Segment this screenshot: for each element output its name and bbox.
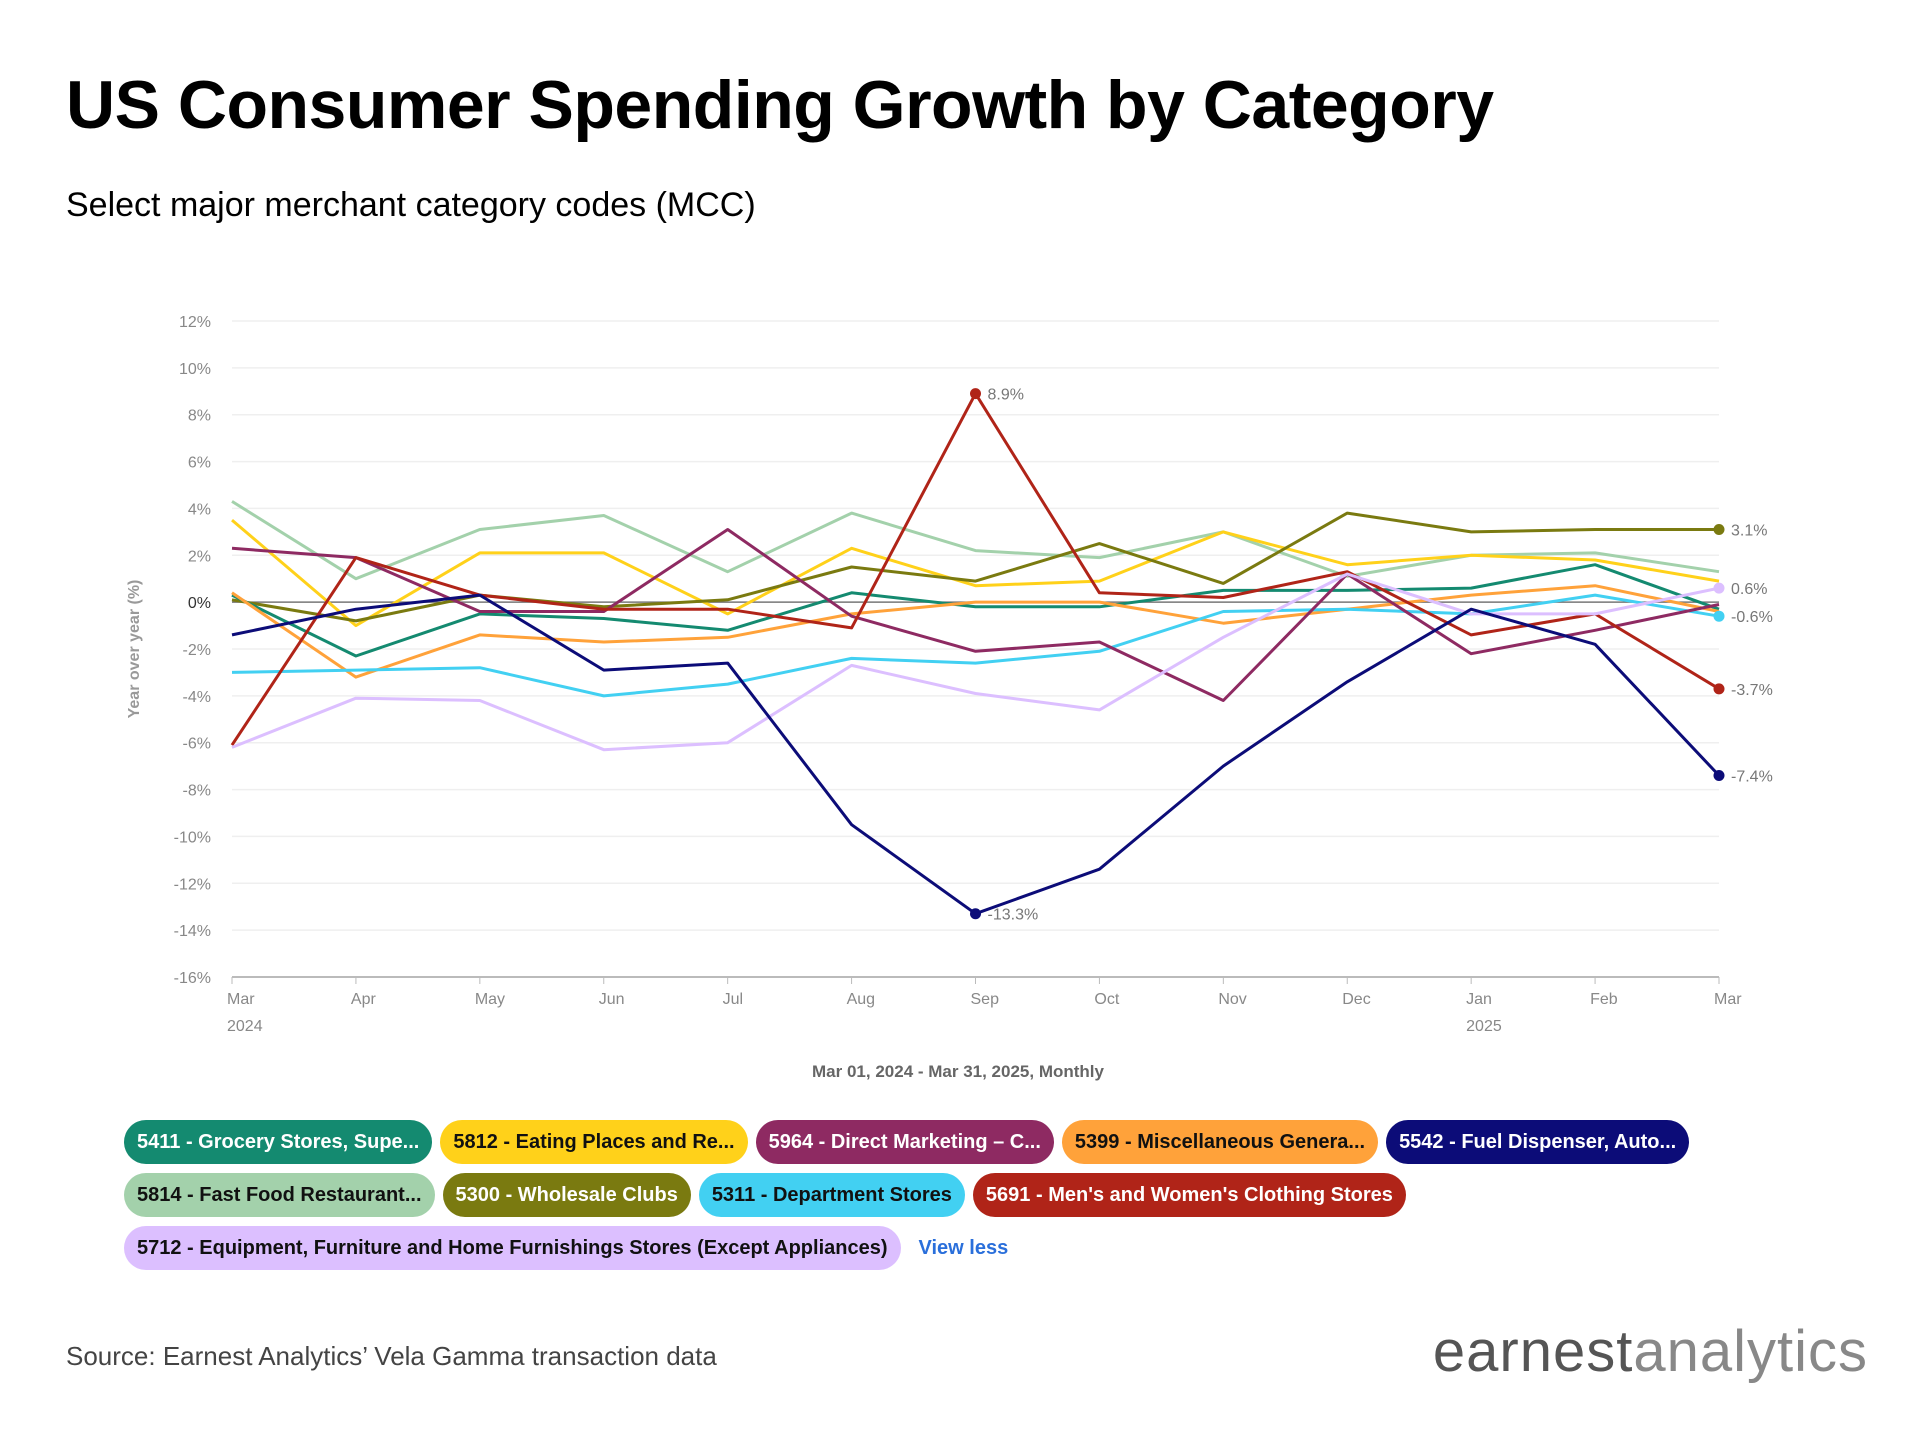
y-tick-label: 6%: [188, 455, 211, 472]
data-point: [970, 908, 981, 920]
data-point: [1713, 524, 1725, 536]
data-point: [1713, 683, 1725, 695]
x-tick-label: May: [475, 991, 505, 1008]
earnest-analytics-logo: earnestanalytics: [1432, 1319, 1868, 1384]
legend-item[interactable]: 5311 - Department Stores: [698, 1173, 965, 1217]
x-year-label: 2024: [227, 1018, 263, 1035]
x-tick-label: Mar: [227, 991, 255, 1008]
series-line: [231, 563, 1720, 658]
x-tick-label: Jun: [599, 991, 625, 1008]
y-tick-label: -16%: [174, 970, 211, 987]
legend-item[interactable]: 5812 - Eating Places and Re...: [440, 1120, 748, 1164]
x-tick-label: Nov: [1218, 991, 1246, 1008]
x-tick-label: Mar: [1714, 991, 1742, 1008]
y-tick-label: -8%: [183, 783, 211, 800]
data-label: 8.9%: [988, 387, 1024, 404]
series-line: [231, 518, 1720, 628]
data-point: [970, 388, 981, 400]
legend: 5411 - Grocery Stores, Supe... 5812 - Eat…: [124, 1120, 1844, 1279]
legend-row: 5411 - Grocery Stores, Supe... 5812 - Eat…: [124, 1120, 1844, 1164]
y-tick-label: 4%: [188, 501, 211, 518]
legend-item[interactable]: 5814 - Fast Food Restaurant...: [124, 1173, 435, 1217]
y-tick-label: 2%: [188, 548, 211, 565]
y-axis-label: Year over year (%): [126, 580, 143, 719]
legend-row: 5814 - Fast Food Restaurant... 5300 - Who…: [124, 1173, 1844, 1217]
series-line: [231, 528, 1720, 702]
data-point: [1713, 770, 1725, 782]
legend-item[interactable]: 5964 - Direct Marketing – C...: [755, 1120, 1054, 1164]
x-tick-label: Jan: [1466, 991, 1492, 1008]
legend-item[interactable]: 5399 - Miscellaneous Genera...: [1061, 1120, 1379, 1164]
y-tick-label: -2%: [183, 642, 211, 659]
x-tick-label: Feb: [1590, 991, 1618, 1008]
x-tick-label: Dec: [1342, 991, 1370, 1008]
data-point: [1713, 582, 1725, 594]
chart-subtitle: Select major merchant category codes (MC…: [66, 186, 756, 224]
y-tick-label: 12%: [179, 314, 211, 331]
legend-item[interactable]: 5542 - Fuel Dispenser, Auto...: [1386, 1120, 1690, 1164]
x-tick-label: Sep: [971, 991, 1000, 1008]
data-point: [1713, 610, 1725, 622]
series-line: [231, 593, 1720, 698]
data-label: -7.4%: [1731, 769, 1773, 786]
x-tick-label: Aug: [847, 991, 875, 1008]
y-tick-label: -10%: [174, 829, 211, 846]
y-tick-label: 8%: [188, 408, 211, 425]
y-tick-label: -4%: [183, 689, 211, 706]
x-axis-caption: Mar 01, 2024 - Mar 31, 2025, Monthly: [812, 1062, 1105, 1081]
legend-item[interactable]: 5411 - Grocery Stores, Supe...: [124, 1120, 433, 1164]
y-tick-label: -14%: [174, 923, 211, 940]
series-line: [231, 584, 1720, 679]
data-label: 3.1%: [1731, 523, 1767, 540]
data-label: 0.6%: [1731, 581, 1767, 598]
y-tick-label: -6%: [183, 736, 211, 753]
line-chart: 12% 10% 8% 6% 4% 2% 0% -2% -4% -6% -8% -10% -12% -14%…: [126, 314, 1773, 1081]
source-note: Source: Earnest Analytics’ Vela Gamma tr…: [66, 1341, 717, 1371]
y-tick-label: -12%: [174, 876, 211, 893]
x-tick-label: Jul: [723, 991, 743, 1008]
data-label: -3.7%: [1731, 682, 1773, 699]
legend-item[interactable]: 5712 - Equipment, Furniture and Home Fur…: [124, 1226, 901, 1270]
view-less-link[interactable]: View less: [918, 1236, 1009, 1259]
y-tick-label: 0%: [188, 595, 211, 612]
legend-item[interactable]: 5300 - Wholesale Clubs: [442, 1173, 691, 1217]
data-label: -13.3%: [988, 907, 1039, 924]
legend-item[interactable]: 5691 - Men's and Women's Clothing Stores: [972, 1173, 1406, 1217]
x-tick-label: Apr: [351, 991, 377, 1008]
series-line: [231, 572, 1720, 752]
legend-row: 5712 - Equipment, Furniture and Home Fur…: [124, 1226, 1844, 1270]
x-year-label: 2025: [1466, 1018, 1502, 1035]
y-tick-label: 10%: [179, 361, 211, 378]
chart-title: US Consumer Spending Growth by Category: [66, 67, 1494, 143]
x-tick-label: Oct: [1094, 991, 1119, 1008]
data-label: -0.6%: [1731, 609, 1773, 626]
